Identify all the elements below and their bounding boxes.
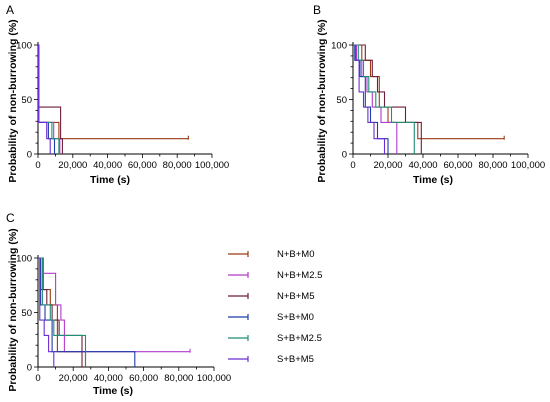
panel-a-axes: 0 50 100 0 20,000 40,000 60,000 80,000 100,000 [16,41,229,172]
x-tick-label: 60,000 [443,160,472,171]
x-tick-label: 60,000 [128,160,157,171]
panel-a: A Probability of non-burrowing (%) Time … [6,3,229,186]
series-line-s-b-m5 [353,44,386,154]
x-tick-label: 0 [35,373,40,384]
x-tick-label: 40,000 [94,373,123,384]
y-tick-label: 50 [21,308,32,319]
legend-item-s-b-m2-5: S+B+M2.5 [228,333,322,344]
legend-item-s-b-m5: S+B+M5 [228,354,314,365]
panel-letter-c: C [6,211,15,225]
panel-a-series [37,44,189,154]
legend-item-n-b-m0: N+B+M0 [228,249,315,260]
y-tick-label: 100 [331,41,347,52]
panel-c-y-axis-label: Probability of non-burrowing (%) [7,228,19,391]
legend-label: N+B+M0 [277,249,315,260]
panel-c-series [38,257,191,367]
x-tick-label: 80,000 [164,373,193,384]
panel-c-axes: 0 50 100 0 20,000 40,000 60,000 80,000 100,000 [16,254,231,385]
y-tick-label: 100 [16,41,32,52]
series-line-s-b-m5 [37,44,51,154]
x-tick-label: 20,000 [59,373,88,384]
x-tick-label: 0 [35,160,40,171]
legend-label: N+B+M2.5 [277,270,322,281]
panel-b-series [353,44,505,154]
y-tick-label: 50 [21,95,32,106]
series-line-n-b-m2-5 [38,257,191,353]
y-tick-label: 100 [16,254,32,265]
x-tick-label: 40,000 [93,160,122,171]
legend-item-n-b-m5: N+B+M5 [228,291,315,302]
panel-letter-b: B [313,3,321,17]
legend-label: S+B+M2.5 [277,333,322,344]
x-tick-label: 20,000 [373,160,402,171]
legend-item-n-b-m2-5: N+B+M2.5 [228,270,322,281]
panel-b-axes: 0 50 100 0 20,000 40,000 60,000 80,000 100,000 [331,41,545,172]
panel-b-x-axis-label: Time (s) [413,174,453,186]
x-tick-label: 100,000 [511,160,545,171]
series-line-s-b-m0 [38,257,136,367]
panel-a-x-axis-label: Time (s) [90,174,130,186]
x-tick-label: 100,000 [195,160,229,171]
x-tick-label: 80,000 [478,160,507,171]
x-tick-label: 100,000 [197,373,231,384]
y-tick-label: 0 [27,150,32,161]
y-tick-label: 50 [336,95,347,106]
x-tick-label: 20,000 [58,160,87,171]
y-tick-label: 0 [342,150,347,161]
legend-item-s-b-m0: S+B+M0 [228,312,314,323]
x-tick-label: 60,000 [129,373,158,384]
panel-b-y-axis-label: Probability of non-burrowing (%) [316,19,328,182]
legend: N+B+M0 N+B+M2.5 N+B+M5 S+B+M0 S+B+M2.5 S… [228,249,322,365]
panel-c: C Probability of non-burrowing (%) Time … [6,211,231,397]
legend-label: S+B+M0 [277,312,314,323]
x-tick-label: 0 [350,160,355,171]
x-tick-label: 80,000 [163,160,192,171]
series-line-s-b-m5 [38,257,55,367]
x-tick-label: 40,000 [408,160,437,171]
panel-c-x-axis-label: Time (s) [93,385,133,397]
panel-a-y-axis-label: Probability of non-burrowing (%) [7,19,19,182]
series-line-s-b-m2-5 [38,257,87,367]
legend-label: S+B+M5 [277,354,314,365]
y-tick-label: 0 [27,363,32,374]
legend-label: N+B+M5 [277,291,315,302]
panel-b: B Probability of non-burrowing (%) Time … [313,3,545,186]
panel-letter-a: A [6,3,14,17]
